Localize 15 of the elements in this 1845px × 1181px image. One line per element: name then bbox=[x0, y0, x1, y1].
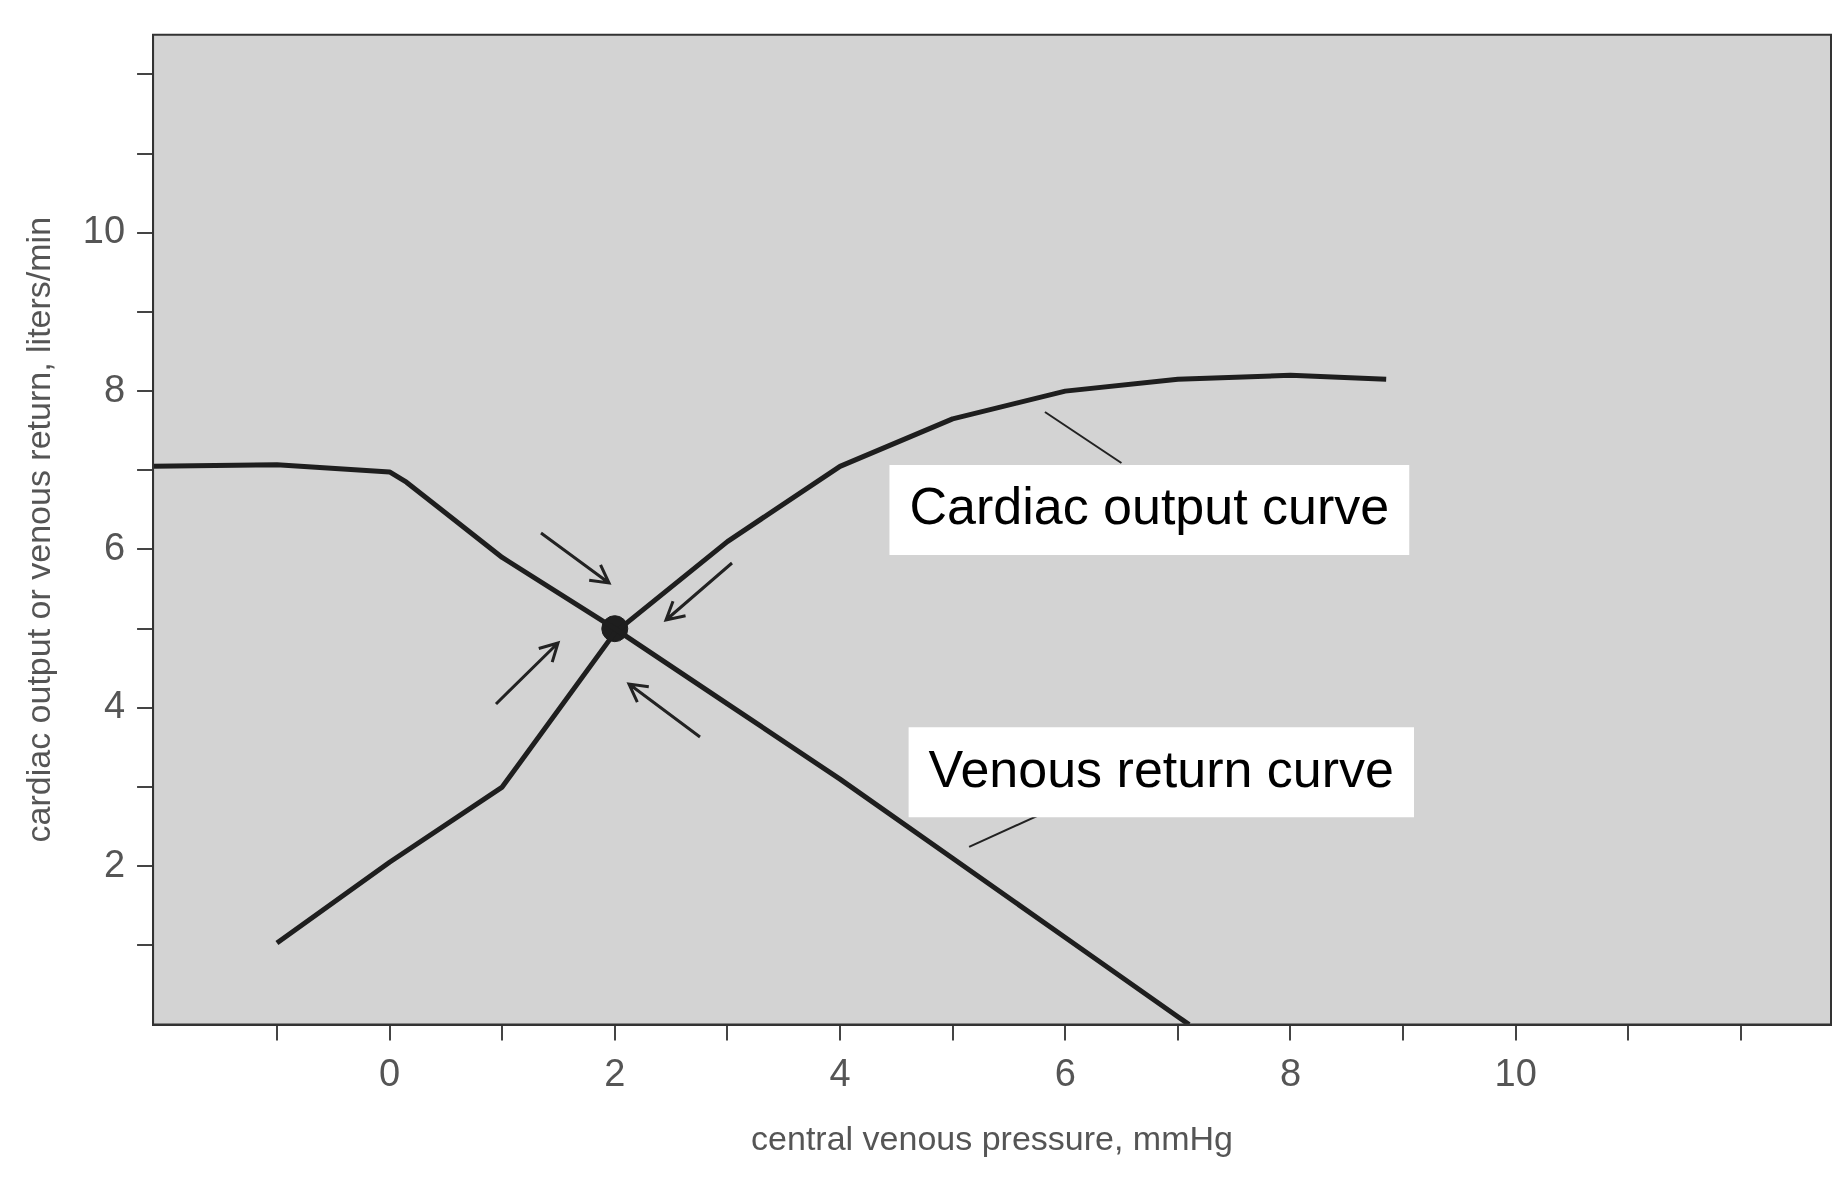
y-tick-label: 4 bbox=[103, 684, 126, 727]
x-tick-label: 0 bbox=[378, 1051, 401, 1094]
x-tick-label: 8 bbox=[1279, 1051, 1302, 1094]
y-tick-label: 8 bbox=[103, 367, 126, 410]
annotation: Cardiac output curve bbox=[909, 477, 1390, 536]
y-tick-label: 10 bbox=[82, 209, 126, 252]
x-axis-title: central venous pressure, mmHg bbox=[751, 1118, 1233, 1157]
annotation: Venous return curve bbox=[928, 739, 1395, 798]
y-tick-label: 2 bbox=[103, 842, 126, 885]
x-tick-label: 6 bbox=[1054, 1051, 1076, 1094]
y-axis-title: cardiac output or venous return, liters/min bbox=[18, 216, 57, 843]
x-tick-label: 2 bbox=[604, 1051, 626, 1094]
x-tick-label: 10 bbox=[1494, 1051, 1537, 1094]
x-tick-label: 4 bbox=[829, 1051, 851, 1094]
y-tick-label: 6 bbox=[103, 525, 126, 568]
